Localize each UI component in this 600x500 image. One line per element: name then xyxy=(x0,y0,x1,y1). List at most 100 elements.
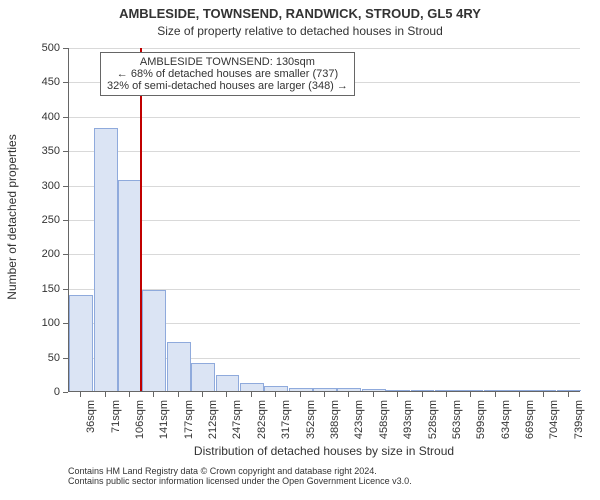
histogram-bar xyxy=(386,390,410,391)
x-tick-label: 634sqm xyxy=(500,400,512,440)
x-tick-label: 212sqm xyxy=(207,400,219,440)
y-tick-mark xyxy=(63,82,68,83)
x-tick-label: 177sqm xyxy=(183,400,195,440)
x-tick-mark xyxy=(275,392,276,397)
histogram-bar xyxy=(167,342,191,391)
callout-line2: ← 68% of detached houses are smaller (73… xyxy=(107,68,348,80)
histogram-bar xyxy=(557,390,581,391)
y-tick-mark xyxy=(63,323,68,324)
x-tick-mark xyxy=(324,392,325,397)
x-tick-mark xyxy=(495,392,496,397)
histogram-bar xyxy=(142,290,166,391)
x-tick-label: 704sqm xyxy=(548,400,560,440)
x-tick-label: 563sqm xyxy=(451,400,463,440)
x-tick-label: 106sqm xyxy=(134,400,146,440)
x-tick-label: 493sqm xyxy=(402,400,414,440)
y-tick-mark xyxy=(63,151,68,152)
chart-subtitle: Size of property relative to detached ho… xyxy=(0,24,600,38)
callout-line1: AMBLESIDE TOWNSEND: 130sqm xyxy=(107,56,348,68)
chart-container: AMBLESIDE, TOWNSEND, RANDWICK, STROUD, G… xyxy=(0,0,600,500)
grid-line xyxy=(69,254,580,255)
callout-box: AMBLESIDE TOWNSEND: 130sqm ← 68% of deta… xyxy=(100,52,355,96)
histogram-bar xyxy=(94,128,118,392)
x-tick-mark xyxy=(470,392,471,397)
x-tick-label: 458sqm xyxy=(378,400,390,440)
x-tick-mark xyxy=(519,392,520,397)
grid-line xyxy=(69,220,580,221)
x-tick-label: 669sqm xyxy=(524,400,536,440)
y-tick-mark xyxy=(63,358,68,359)
histogram-bar xyxy=(118,180,142,391)
grid-line xyxy=(69,48,580,49)
marker-line xyxy=(140,48,142,391)
x-tick-label: 528sqm xyxy=(427,400,439,440)
x-tick-mark xyxy=(129,392,130,397)
histogram-bar xyxy=(411,390,435,391)
footer-line1: Contains HM Land Registry data © Crown c… xyxy=(68,466,412,476)
histogram-bar xyxy=(459,390,483,391)
histogram-bar xyxy=(191,363,215,391)
x-tick-mark xyxy=(446,392,447,397)
histogram-bar xyxy=(532,390,556,391)
x-tick-label: 739sqm xyxy=(573,400,585,440)
histogram-bar xyxy=(69,295,93,391)
y-tick-label: 200 xyxy=(34,248,60,260)
chart-title: AMBLESIDE, TOWNSEND, RANDWICK, STROUD, G… xyxy=(0,6,600,21)
y-tick-mark xyxy=(63,289,68,290)
histogram-bar xyxy=(337,388,361,391)
x-tick-label: 282sqm xyxy=(256,400,268,440)
plot-area xyxy=(68,48,580,392)
x-tick-mark xyxy=(348,392,349,397)
y-tick-label: 100 xyxy=(34,317,60,329)
x-tick-label: 388sqm xyxy=(329,400,341,440)
histogram-bar xyxy=(508,390,532,391)
x-tick-mark xyxy=(153,392,154,397)
x-tick-mark xyxy=(178,392,179,397)
y-tick-label: 450 xyxy=(34,76,60,88)
x-tick-mark xyxy=(251,392,252,397)
x-tick-mark xyxy=(373,392,374,397)
x-tick-mark xyxy=(226,392,227,397)
x-tick-label: 352sqm xyxy=(305,400,317,440)
x-tick-mark xyxy=(397,392,398,397)
y-tick-label: 0 xyxy=(34,386,60,398)
histogram-bar xyxy=(264,386,288,391)
y-tick-mark xyxy=(63,117,68,118)
histogram-bar xyxy=(435,390,459,391)
footer-attribution: Contains HM Land Registry data © Crown c… xyxy=(68,466,412,486)
histogram-bar xyxy=(362,389,386,391)
x-tick-label: 423sqm xyxy=(353,400,365,440)
x-tick-mark xyxy=(80,392,81,397)
x-tick-mark xyxy=(105,392,106,397)
y-tick-mark xyxy=(63,392,68,393)
x-tick-label: 599sqm xyxy=(475,400,487,440)
x-tick-label: 317sqm xyxy=(280,400,292,440)
callout-line3: 32% of semi-detached houses are larger (… xyxy=(107,80,348,92)
y-axis-label: Number of detached properties xyxy=(5,117,19,317)
y-tick-label: 400 xyxy=(34,111,60,123)
y-tick-label: 250 xyxy=(34,214,60,226)
x-tick-mark xyxy=(300,392,301,397)
x-tick-label: 36sqm xyxy=(85,400,97,440)
x-tick-mark xyxy=(422,392,423,397)
histogram-bar xyxy=(289,388,313,391)
histogram-bar xyxy=(484,390,508,391)
y-tick-mark xyxy=(63,220,68,221)
grid-line xyxy=(69,186,580,187)
y-tick-label: 500 xyxy=(34,42,60,54)
x-tick-label: 71sqm xyxy=(110,400,122,440)
y-tick-label: 50 xyxy=(34,352,60,364)
y-tick-label: 150 xyxy=(34,283,60,295)
x-tick-label: 141sqm xyxy=(158,400,170,440)
x-axis-label: Distribution of detached houses by size … xyxy=(68,444,580,458)
y-tick-mark xyxy=(63,186,68,187)
y-tick-mark xyxy=(63,254,68,255)
grid-line xyxy=(69,117,580,118)
x-tick-mark xyxy=(543,392,544,397)
y-tick-mark xyxy=(63,48,68,49)
y-tick-label: 350 xyxy=(34,145,60,157)
histogram-bar xyxy=(240,383,264,391)
x-tick-mark xyxy=(568,392,569,397)
histogram-bar xyxy=(216,375,240,392)
x-tick-label: 247sqm xyxy=(231,400,243,440)
